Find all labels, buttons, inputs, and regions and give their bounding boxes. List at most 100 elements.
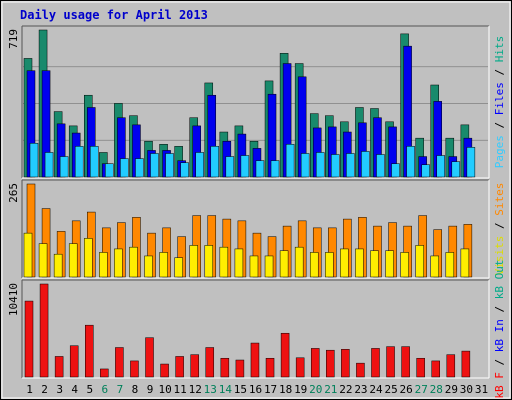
legend-part: kB Out — [493, 259, 506, 299]
bar-visits-day-17 — [264, 255, 274, 278]
bar-kb-f-day-12 — [190, 354, 199, 378]
bar-visits-day-12 — [189, 245, 198, 278]
bar-pages-day-3 — [59, 156, 69, 178]
bar-visits-day-2 — [38, 243, 48, 278]
x-tick-label-day-26: 26 — [400, 383, 413, 396]
bar-kb-f-day-1 — [24, 300, 34, 378]
panel-3-legend-label: kB F / kB In / kB Out — [493, 259, 506, 398]
bar-visits-day-21 — [325, 252, 334, 278]
bar-pages-day-13 — [210, 146, 220, 178]
panel-2-bars — [23, 183, 473, 278]
legend-part: / — [493, 62, 506, 82]
bar-kb-f-day-8 — [130, 360, 139, 378]
x-tick-label-day-10: 10 — [158, 383, 171, 396]
x-tick-label-day-13: 13 — [204, 383, 217, 396]
bar-kb-f-day-22 — [341, 349, 350, 378]
bar-pages-day-18 — [285, 144, 295, 178]
bar-pages-day-19 — [300, 153, 310, 178]
legend-part: Pages — [493, 135, 506, 168]
bar-kb-f-day-27 — [416, 357, 425, 378]
bar-pages-day-12 — [195, 152, 204, 178]
bar-pages-day-14 — [225, 156, 235, 178]
bar-visits-day-19 — [294, 246, 304, 278]
x-tick-label-day-23: 23 — [354, 383, 367, 396]
x-tick-label-day-28: 28 — [430, 383, 443, 396]
bar-kb-f-day-13 — [205, 347, 215, 378]
bar-pages-day-25 — [391, 163, 400, 178]
bar-kb-f-day-14 — [220, 357, 230, 378]
bar-pages-day-2 — [44, 152, 54, 178]
x-tick-label-day-20: 20 — [309, 383, 322, 396]
legend-part: kB F — [493, 372, 506, 399]
x-tick-label-day-8: 8 — [132, 383, 139, 396]
chart-title: Daily usage for April 2013 — [20, 8, 208, 22]
bar-kb-f-day-10 — [160, 363, 169, 378]
legend-part: / — [493, 299, 506, 319]
bar-visits-day-15 — [234, 248, 244, 278]
bar-pages-day-29 — [451, 161, 461, 178]
x-tick-label-day-7: 7 — [117, 383, 124, 396]
bar-pages-day-17 — [270, 160, 280, 178]
bar-visits-day-9 — [144, 255, 153, 278]
x-tick-label-day-21: 21 — [324, 383, 337, 396]
bar-pages-day-9 — [150, 153, 159, 178]
bar-pages-day-20 — [315, 152, 325, 178]
bar-kb-f-day-5 — [85, 324, 94, 378]
bar-kb-f-day-6 — [100, 368, 109, 378]
bar-pages-day-26 — [406, 146, 415, 178]
bar-pages-day-27 — [421, 164, 430, 178]
bar-visits-day-3 — [53, 253, 63, 278]
bar-visits-day-29 — [445, 252, 455, 278]
x-tick-label-day-17: 17 — [264, 383, 277, 396]
x-tick-label-day-18: 18 — [279, 383, 292, 396]
bar-visits-day-1 — [23, 232, 33, 278]
panel-1-legend-label: Pages / Files / Hits — [493, 36, 506, 169]
x-tick-label-day-15: 15 — [234, 383, 247, 396]
bar-pages-day-24 — [376, 154, 385, 178]
bar-visits-day-22 — [340, 248, 349, 278]
panel-1: 719 Pages / Files / Hits — [7, 25, 506, 179]
bar-pages-day-1 — [29, 143, 39, 178]
bar-visits-day-28 — [430, 255, 439, 278]
bar-kb-f-day-2 — [39, 283, 49, 378]
bar-kb-f-day-16 — [250, 342, 260, 378]
bar-pages-day-5 — [90, 146, 99, 178]
bar-visits-day-23 — [355, 248, 364, 278]
x-axis-labels: 1 2 3 4 5 6 7 8 9 10 11 12 13 14 15 16 17 18 19 20 21 22 23 24 2… — [26, 383, 488, 396]
panel-1-max-label: 719 — [7, 29, 20, 49]
bar-pages-day-4 — [74, 146, 84, 178]
x-tick-label-day-22: 22 — [339, 383, 352, 396]
bar-kb-f-day-29 — [446, 354, 456, 378]
bar-kb-f-day-28 — [431, 360, 440, 378]
bar-kb-f-day-19 — [295, 357, 305, 378]
bar-visits-day-27 — [415, 245, 424, 278]
panel-2-legend-label: Visits / Sites — [493, 183, 506, 276]
panel-1-bars — [23, 29, 476, 178]
bar-pages-day-30 — [466, 147, 476, 178]
x-tick-label-day-29: 29 — [445, 383, 458, 396]
legend-part: Sites — [493, 183, 506, 216]
x-tick-label-day-3: 3 — [56, 383, 63, 396]
panel-3-bars — [24, 283, 471, 378]
bar-kb-f-day-30 — [461, 350, 471, 378]
bar-visits-day-16 — [249, 255, 259, 278]
bar-visits-day-7 — [114, 248, 123, 278]
chart-panels: 719 Pages / Files / Hits 26 5 Visits / Sites… — [7, 25, 506, 399]
bar-kb-f-day-3 — [54, 356, 64, 378]
bar-visits-day-10 — [159, 252, 168, 278]
bar-visits-day-20 — [309, 252, 319, 278]
bar-pages-day-21 — [331, 154, 340, 178]
bar-kb-f-day-21 — [326, 349, 335, 378]
bar-kb-f-day-26 — [401, 346, 410, 378]
x-tick-label-day-2: 2 — [41, 383, 48, 396]
bar-kb-f-day-25 — [386, 346, 395, 378]
bar-visits-day-30 — [460, 248, 470, 278]
bar-pages-day-23 — [361, 151, 370, 178]
x-tick-label-day-31: 31 — [475, 383, 488, 396]
x-tick-label-day-5: 5 — [86, 383, 93, 396]
bar-visits-day-13 — [204, 245, 214, 278]
bar-visits-day-25 — [385, 250, 394, 278]
x-tick-label-day-27: 27 — [415, 383, 428, 396]
bar-kb-f-day-24 — [371, 348, 380, 378]
